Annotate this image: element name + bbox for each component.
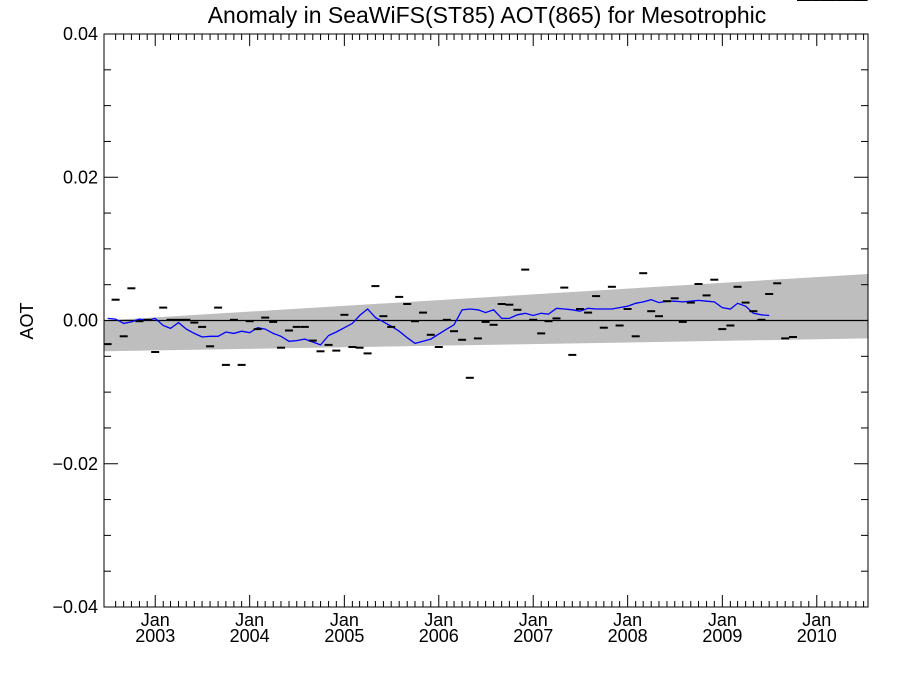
x-tick-year-label: 2005 bbox=[324, 626, 364, 646]
x-tick-month-label: Jan bbox=[330, 610, 359, 630]
y-tick-label: 0.00 bbox=[63, 311, 98, 331]
x-tick-month-label: Jan bbox=[708, 610, 737, 630]
plot-axes bbox=[103, 33, 869, 608]
x-tick-month-label: Jan bbox=[235, 610, 264, 630]
x-tick-month-label: Jan bbox=[613, 610, 642, 630]
x-tick-year-label: 2010 bbox=[797, 626, 837, 646]
smoothed-series bbox=[107, 299, 770, 346]
y-tick-label: 0.02 bbox=[63, 167, 98, 187]
tick-labels: 0.040.020.00−0.02−0.04Jan2003Jan2004Jan2… bbox=[52, 24, 836, 646]
smoothed-anomaly-line bbox=[107, 299, 770, 346]
x-tick-month-label: Jan bbox=[519, 610, 548, 630]
y-tick-label: −0.04 bbox=[52, 597, 98, 617]
chart-title: Anomaly in SeaWiFS(ST85) AOT(865) for Me… bbox=[208, 2, 767, 28]
x-tick-year-label: 2009 bbox=[702, 626, 742, 646]
x-tick-year-label: 2008 bbox=[608, 626, 648, 646]
x-tick-year-label: 2004 bbox=[230, 626, 270, 646]
y-tick-label: 0.04 bbox=[63, 24, 98, 44]
y-tick-label: −0.02 bbox=[52, 454, 98, 474]
y-axis-label: AOT bbox=[17, 302, 37, 339]
x-tick-month-label: Jan bbox=[424, 610, 453, 630]
x-tick-month-label: Jan bbox=[141, 610, 170, 630]
x-tick-year-label: 2007 bbox=[513, 626, 553, 646]
x-tick-year-label: 2003 bbox=[135, 626, 175, 646]
x-tick-month-label: Jan bbox=[802, 610, 831, 630]
monthly-anomaly-series bbox=[103, 0, 868, 379]
x-tick-year-label: 2006 bbox=[419, 626, 459, 646]
